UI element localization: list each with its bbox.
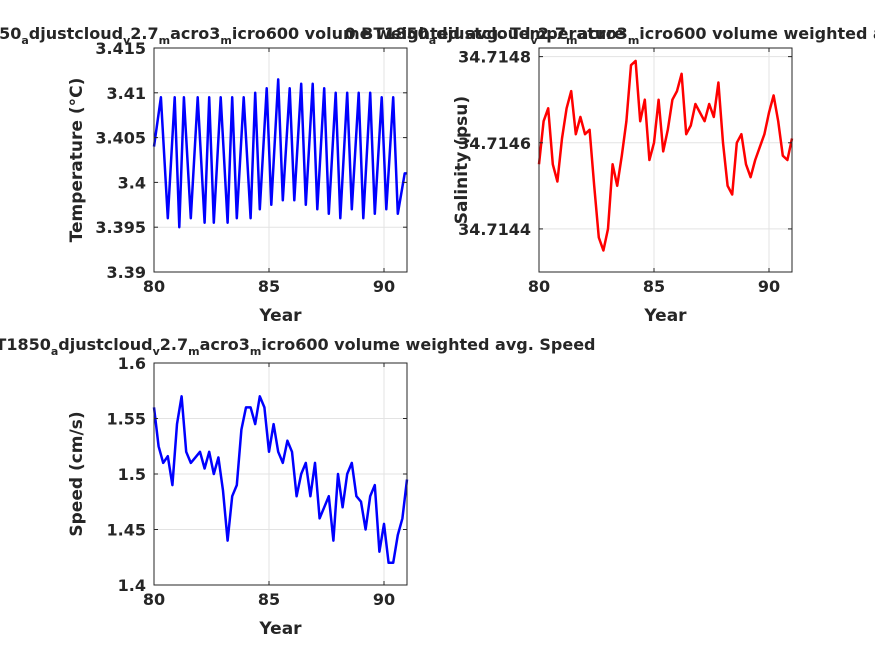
y-tick-label: 1.4: [118, 576, 146, 595]
y-tick-label: 1.45: [107, 521, 146, 540]
y-tick-label: 1.5: [118, 465, 146, 484]
x-tick-label: 85: [258, 590, 280, 609]
subplot-2: 80 85 90 34.7144 34.7146 34.7148 Year Salinity …: [344, 24, 875, 326]
title-segment: icro600 volume weighted avg. Speed: [261, 335, 595, 354]
subplot-1: 80 85 90 3.39 3.395 3.4 3.405 3.41 3.415 Year Temp…: [0, 24, 625, 326]
axes-box: [538, 47, 793, 273]
title-subscript: m: [220, 34, 231, 47]
title-segment: 0 BT1850: [0, 24, 21, 43]
title-segment: 2.7: [160, 335, 188, 354]
y-tick-label: 3.395: [95, 218, 146, 237]
y-tick-label: 1.6: [118, 354, 146, 373]
y-tick-label: 3.4: [118, 173, 146, 192]
x-tick-label: 80: [143, 277, 165, 296]
y-axis-label: Temperature (°C): [67, 78, 87, 243]
chart-title: 0 BT1850adjustcloudv2.7macro3micro600 vo…: [0, 335, 596, 358]
title-segment: 0 BT1850: [344, 24, 428, 43]
y-tick-label: 34.7146: [458, 134, 531, 153]
x-tick-label: 85: [258, 277, 280, 296]
y-tick-label: 1.55: [107, 410, 146, 429]
title-subscript: v: [531, 34, 539, 47]
title-segment: 2.7: [538, 24, 566, 43]
title-segment: icro600 volume weighted avg. Temperature: [232, 24, 625, 43]
y-tick-label: 3.41: [107, 84, 146, 103]
y-tick-label: 34.7148: [458, 48, 531, 67]
title-subscript: m: [188, 345, 199, 358]
title-subscript: a: [21, 34, 28, 47]
y-axis-label: Speed (cm/s): [67, 411, 87, 536]
x-axis-label: Year: [258, 619, 302, 639]
series-line-1: [537, 59, 794, 252]
y-axis-label: Salinity (psu): [452, 96, 472, 224]
y-tick-label: 3.405: [95, 129, 146, 148]
title-segment: icro600 volume weighted avg. Salinity: [639, 24, 875, 43]
chart-title: 0 BT1850adjustcloudv2.7macro3micro600 vo…: [344, 24, 875, 47]
title-subscript: v: [153, 345, 161, 358]
axes-box: [153, 47, 408, 273]
subplot-3: 80 85 90 1.4 1.45 1.5 1.55 1.6 Year Speed (cm/s) 0…: [0, 335, 596, 639]
x-tick-label: 80: [528, 277, 550, 296]
y-tick-label: 34.7144: [458, 220, 531, 239]
x-axis-label: Year: [643, 306, 687, 326]
title-segment: acro3: [200, 335, 250, 354]
y-tick-label: 3.415: [95, 39, 146, 58]
title-segment: djustcloud: [436, 24, 530, 43]
title-segment: djustcloud: [29, 24, 123, 43]
title-subscript: a: [429, 34, 436, 47]
series-line-1: [152, 78, 407, 229]
title-segment: 2.7: [130, 24, 158, 43]
y-tick-label: 3.39: [107, 263, 146, 282]
title-segment: acro3: [170, 24, 220, 43]
title-subscript: a: [51, 345, 58, 358]
series-line-1: [152, 395, 409, 565]
title-segment: 0 BT1850: [0, 335, 51, 354]
title-subscript: m: [250, 345, 261, 358]
title-segment: acro3: [578, 24, 628, 43]
title-subscript: m: [566, 34, 577, 47]
title-segment: djustcloud: [58, 335, 152, 354]
x-tick-label: 90: [373, 277, 395, 296]
title-subscript: m: [628, 34, 639, 47]
title-subscript: m: [159, 34, 170, 47]
x-tick-label: 90: [373, 590, 395, 609]
title-subscript: v: [123, 34, 131, 47]
x-tick-label: 90: [758, 277, 780, 296]
x-tick-label: 85: [643, 277, 665, 296]
x-tick-label: 80: [143, 590, 165, 609]
plot-area: [539, 48, 792, 272]
chart-title: 0 BT1850adjustcloudv2.7macro3micro600 vo…: [0, 24, 625, 47]
x-axis-label: Year: [258, 306, 302, 326]
